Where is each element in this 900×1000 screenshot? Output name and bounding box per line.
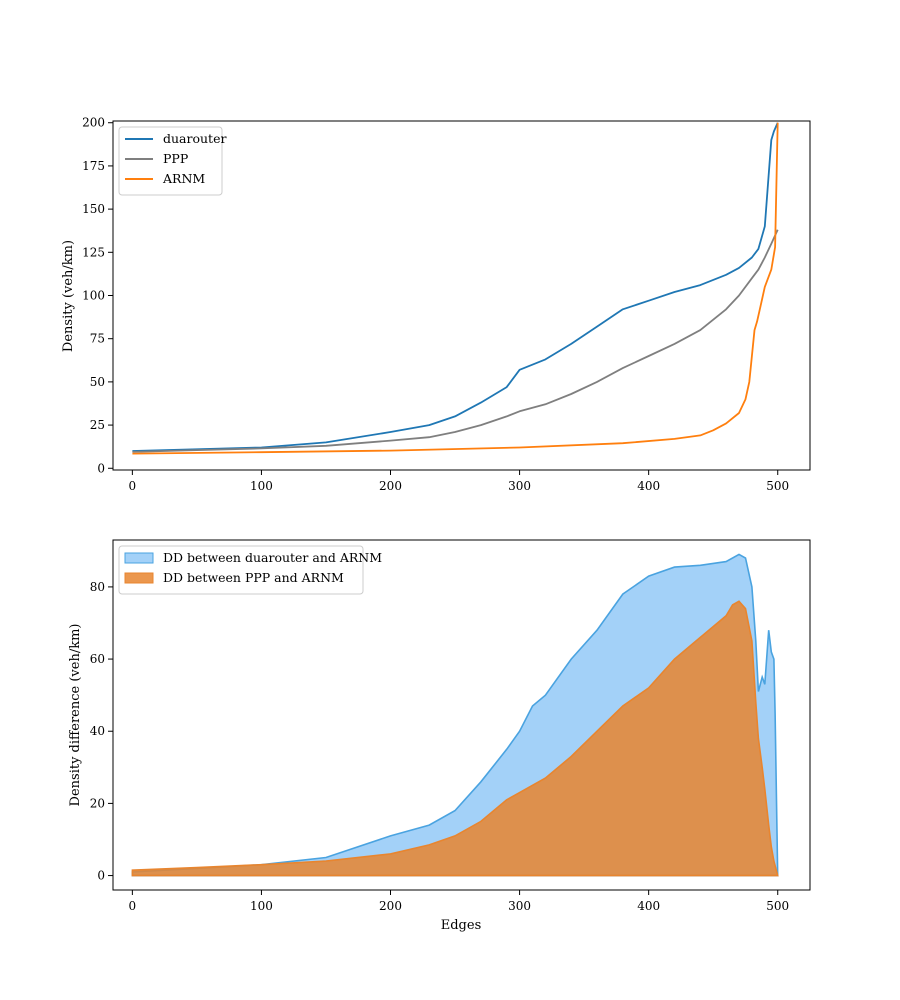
bottom-y-axis-label: Density difference (veh/km) bbox=[68, 624, 83, 807]
top-legend-label-duarouter: duarouter bbox=[163, 131, 226, 146]
bottom-series-group bbox=[131, 553, 779, 877]
top-y-tick-label-25: 25 bbox=[90, 418, 105, 432]
bottom-legend-label-dd-between-duarouter-and-arnm: DD between duarouter and ARNM bbox=[163, 550, 382, 565]
top-legend-label-arnm: ARNM bbox=[162, 171, 205, 186]
top-x-tick-label-300: 300 bbox=[508, 479, 531, 493]
bottom-x-tick-label-100: 100 bbox=[250, 899, 273, 913]
top-line-ppp bbox=[132, 229, 779, 453]
bottom-legend-frame bbox=[118, 545, 364, 595]
bottom-x-tick-label-0: 0 bbox=[129, 899, 137, 913]
bottom-legend-swatch-dd-between-ppp-and-arnm bbox=[124, 572, 154, 584]
top-y-tick-label-175: 175 bbox=[82, 159, 105, 173]
top-y-tick-label-125: 125 bbox=[82, 245, 105, 259]
bottom-y-tick-label-80: 80 bbox=[90, 580, 105, 594]
top-line-duarouter bbox=[132, 122, 779, 452]
bottom-legend-label-dd-between-ppp-and-arnm: DD between PPP and ARNM bbox=[163, 570, 344, 585]
top-y-tick-label-0: 0 bbox=[97, 461, 105, 475]
bottom-legend: DD between duarouter and ARNM DD between … bbox=[118, 545, 382, 595]
bottom-y-tick-label-40: 40 bbox=[90, 724, 105, 738]
bottom-y-tick-label-60: 60 bbox=[90, 652, 105, 666]
top-x-ticks: 0 100 200 300 400 500 bbox=[129, 470, 789, 493]
bottom-x-tick-label-200: 200 bbox=[379, 899, 402, 913]
bottom-y-tick-label-0: 0 bbox=[97, 869, 105, 883]
density-line-chart: 0 100 200 300 400 500 0255075100125150175200 … bbox=[61, 116, 811, 493]
top-y-ticks: 0 25 50 75 100 125 150 175 200 bbox=[82, 116, 113, 475]
bottom-x-tick-label-400: 400 bbox=[637, 899, 660, 913]
top-y-tick-label-100: 100 bbox=[82, 289, 105, 303]
bottom-y-ticks: 0 20 40 60 80 bbox=[90, 580, 113, 883]
top-y-tick-label-150: 150 bbox=[82, 202, 105, 216]
top-y-tick-label-75: 75 bbox=[90, 332, 105, 346]
density-difference-area-chart: 0 100 200 300 400 500 0 20 40 60 80 Density diffe… bbox=[68, 539, 811, 933]
bottom-axes-frame bbox=[112, 539, 811, 891]
top-line-arnm bbox=[132, 122, 779, 455]
top-x-tick-label-0: 0 bbox=[129, 479, 137, 493]
top-y-tick-label-50: 50 bbox=[90, 375, 105, 389]
top-legend: duarouter PPP ARNM bbox=[118, 126, 226, 196]
top-x-tick-label-200: 200 bbox=[379, 479, 402, 493]
bottom-x-tick-label-500: 500 bbox=[766, 899, 789, 913]
top-x-tick-label-100: 100 bbox=[250, 479, 273, 493]
top-series-group bbox=[132, 122, 779, 455]
bottom-legend-swatch-dd-between-duarouter-and-arnm bbox=[124, 552, 154, 564]
top-legend-label-ppp: PPP bbox=[163, 151, 188, 166]
bottom-area-dd-between-ppp-and-arnm bbox=[131, 600, 779, 877]
top-x-tick-label-500: 500 bbox=[766, 479, 789, 493]
top-y-tick-label-200: 200 bbox=[82, 116, 105, 130]
bottom-x-ticks: 0 100 200 300 400 500 bbox=[129, 890, 789, 913]
bottom-x-tick-label-300: 300 bbox=[508, 899, 531, 913]
top-x-tick-label-400: 400 bbox=[637, 479, 660, 493]
top-y-axis-label: Density (veh/km) bbox=[61, 240, 76, 352]
bottom-x-axis-label: Edges bbox=[441, 918, 482, 933]
bottom-y-tick-label-20: 20 bbox=[90, 796, 105, 810]
